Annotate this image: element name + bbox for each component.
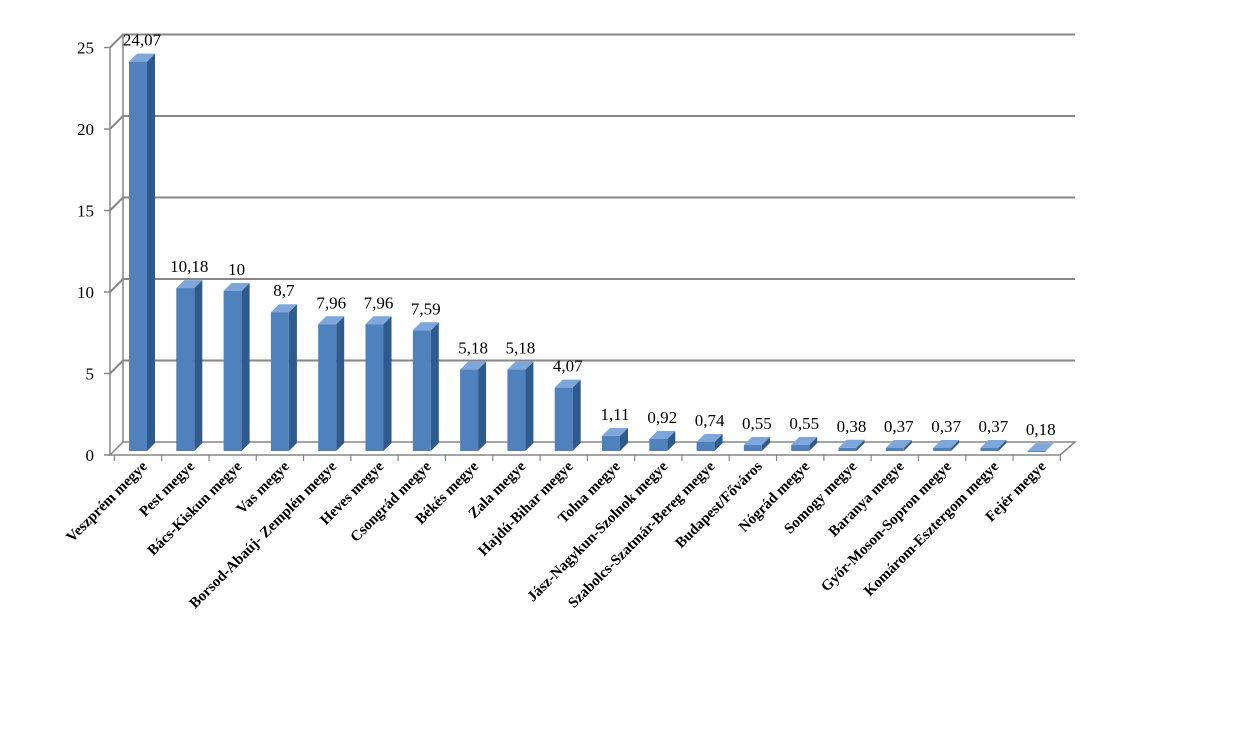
data-label: 0,55 [742, 414, 772, 433]
data-labels: 24,07 10,18 10 8,7 7,96 7,96 7,59 5,18 5,18 4,07 1… [123, 31, 1056, 439]
data-label: 0,74 [695, 411, 725, 430]
bar [602, 427, 628, 451]
bar [885, 439, 912, 451]
bar [980, 439, 1007, 451]
gridline-10 [109, 278, 1075, 293]
bars [129, 53, 1054, 453]
bar [460, 361, 487, 451]
bar [270, 304, 297, 451]
bar [223, 283, 250, 451]
data-label: 7,96 [316, 293, 346, 312]
category-label: Csongrád megye [348, 458, 435, 545]
y-tick-label: 0 [86, 446, 95, 465]
bar [696, 433, 723, 451]
bar [365, 316, 392, 451]
gridline-20 [109, 115, 1075, 130]
data-label: 1,11 [600, 405, 629, 424]
bar [412, 322, 439, 451]
y-axis: 0 5 10 15 20 25 [77, 34, 124, 465]
data-label: 7,59 [411, 299, 441, 318]
bar [838, 439, 865, 451]
y-tick-label: 25 [77, 39, 94, 58]
data-label: 5,18 [458, 339, 488, 358]
data-label: 0,92 [647, 408, 677, 427]
data-label: 10,18 [170, 257, 208, 276]
data-label: 10 [228, 260, 245, 279]
data-label: 0,18 [1026, 420, 1056, 439]
gridlines [109, 33, 1075, 375]
data-label: 24,07 [123, 31, 162, 50]
bar [554, 379, 581, 451]
data-label: 0,55 [789, 414, 819, 433]
y-tick-label: 15 [77, 202, 94, 221]
gridline-15 [109, 196, 1075, 212]
bar [176, 280, 203, 451]
gridline-25 [109, 33, 1075, 49]
category-label: Veszprém megye [64, 458, 151, 545]
y-tick-label: 10 [77, 283, 94, 302]
category-label: Budapest/Főváros [673, 458, 766, 551]
bar [649, 431, 676, 451]
y-tick-label: 5 [86, 365, 95, 384]
gridline-5 [109, 359, 1075, 375]
chart-floor [108, 441, 1078, 461]
bar [129, 53, 155, 452]
bar [743, 437, 770, 451]
data-label: 4,07 [553, 357, 583, 376]
data-label: 7,96 [364, 293, 394, 312]
data-label: 0,37 [979, 417, 1009, 436]
data-label: 0,37 [931, 417, 961, 436]
bar [933, 439, 960, 451]
bar [791, 437, 818, 451]
bar [507, 361, 534, 451]
data-label: 0,38 [837, 417, 867, 436]
floor-plane [108, 441, 1078, 456]
data-label: 5,18 [506, 339, 536, 358]
data-label: 0,37 [884, 417, 914, 436]
y-tick-label: 20 [77, 120, 94, 139]
bar [1027, 443, 1054, 453]
category-label: Bács-Kiskun megye [145, 458, 246, 559]
data-label: 8,7 [273, 281, 295, 300]
bar [318, 316, 345, 451]
